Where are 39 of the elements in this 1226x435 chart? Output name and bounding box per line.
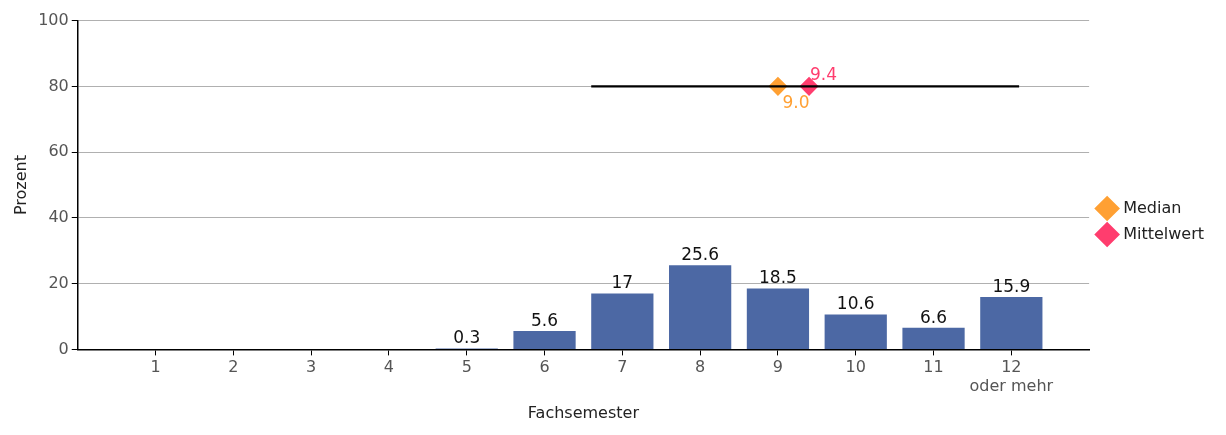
annotation: 9.0 xyxy=(782,92,810,113)
data-label: 25.6 xyxy=(681,244,720,265)
legend-label: Median xyxy=(1123,197,1182,217)
y-tick-label: 20 xyxy=(48,272,69,292)
annotation: 9.4 xyxy=(810,64,838,85)
data-label: 10.6 xyxy=(836,293,875,314)
x-tick-label: 6 xyxy=(539,357,550,377)
bar xyxy=(746,288,810,349)
bar xyxy=(902,327,965,349)
y-tick-label: 100 xyxy=(38,9,69,29)
legend-label: Mittelwert xyxy=(1123,223,1205,243)
data-label: 17 xyxy=(611,272,634,293)
x-tick-label: 9 xyxy=(772,357,784,377)
x-tick-label: 5 xyxy=(461,357,472,377)
bar xyxy=(980,297,1043,349)
x-tick-label: 11 xyxy=(923,357,944,377)
y-tick-label: 0 xyxy=(58,338,69,358)
y-tick-label: 60 xyxy=(48,141,69,161)
data-label: 5.6 xyxy=(531,309,559,330)
data-label: 0.3 xyxy=(453,327,481,348)
x-tick-label: 7 xyxy=(617,357,628,377)
x-tick-label: 12 oder mehr xyxy=(969,357,1054,396)
bar xyxy=(824,314,887,349)
y-tick-label: 40 xyxy=(48,207,69,227)
x-tick-label: 1 xyxy=(150,357,161,377)
data-label: 6.6 xyxy=(920,306,948,327)
x-axis-title: Fachsemester xyxy=(527,402,640,422)
bar xyxy=(591,293,654,349)
x-tick-label: 4 xyxy=(383,357,395,377)
x-tick-label: 3 xyxy=(306,357,317,377)
x-tick-label: 8 xyxy=(695,357,706,377)
bar xyxy=(513,330,576,349)
y-axis-title: Prozent xyxy=(10,154,30,216)
data-label: 18.5 xyxy=(759,267,797,288)
x-tick-label: 10 xyxy=(845,357,866,377)
y-tick-label: 80 xyxy=(48,75,69,95)
x-tick-label: 2 xyxy=(228,357,239,377)
data-label: 15.9 xyxy=(992,276,1031,297)
bar xyxy=(669,265,732,349)
